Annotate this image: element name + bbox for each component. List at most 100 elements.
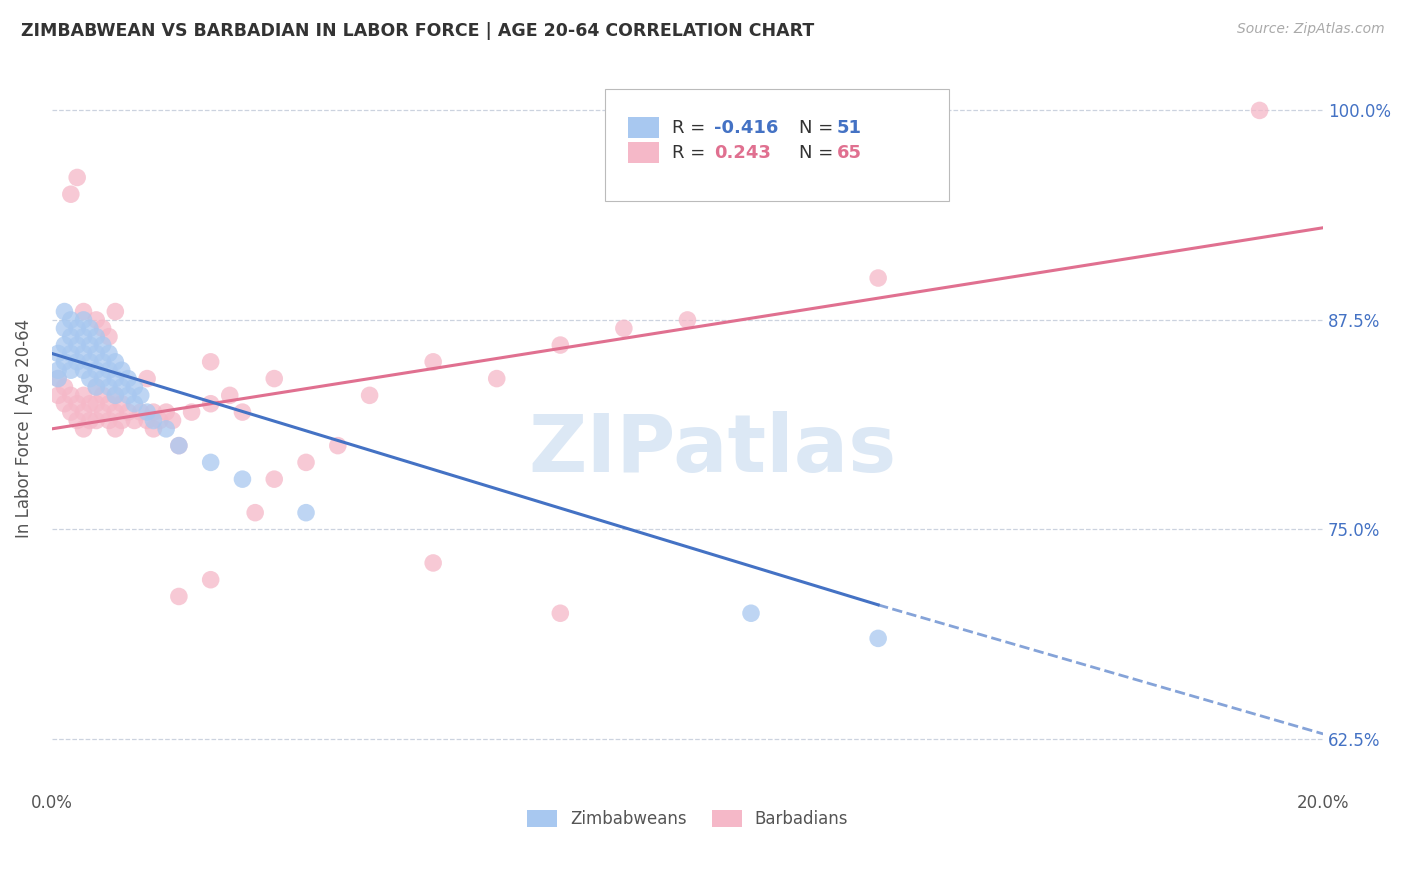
Point [218,388,240,402]
Point [72,346,94,360]
Point [53,380,76,394]
Point [422,556,444,570]
Point [142,405,165,419]
Point [124,380,146,394]
Point [72,329,94,343]
Point [136,405,159,419]
Text: 65: 65 [837,144,862,161]
Point [46,363,69,377]
Point [129,405,152,419]
Point [97,397,120,411]
Point [66,321,89,335]
Point [162,413,184,427]
Point [91,405,114,419]
Point [91,338,114,352]
Point [295,455,318,469]
Point [149,413,172,427]
Text: ZIPatlas: ZIPatlas [529,411,897,490]
Point [167,439,190,453]
Point [180,405,202,419]
Text: N =: N = [799,119,838,136]
Point [326,439,349,453]
Point [740,606,762,620]
Point [124,413,146,427]
Point [117,405,139,419]
Point [91,355,114,369]
Point [676,313,699,327]
Point [53,397,76,411]
Point [111,413,134,427]
Point [136,413,159,427]
Point [79,413,101,427]
Point [79,371,101,385]
Point [66,397,89,411]
Point [59,187,82,202]
Point [97,363,120,377]
Point [46,346,69,360]
Text: R =: R = [672,144,717,161]
Point [46,371,69,385]
Point [46,371,69,385]
Point [485,371,508,385]
Point [359,388,381,402]
Point [200,355,222,369]
Point [200,455,222,469]
Point [91,321,114,335]
Point [263,371,285,385]
Point [66,355,89,369]
Point [124,397,146,411]
Point [104,371,127,385]
Point [53,304,76,318]
Text: 51: 51 [837,119,862,136]
Point [167,590,190,604]
Point [72,422,94,436]
Legend: Zimbabweans, Barbadians: Zimbabweans, Barbadians [520,804,855,835]
Point [66,170,89,185]
Point [72,388,94,402]
Point [111,380,134,394]
Point [72,363,94,377]
Point [167,439,190,453]
Text: ZIMBABWEAN VS BARBADIAN IN LABOR FORCE | AGE 20-64 CORRELATION CHART: ZIMBABWEAN VS BARBADIAN IN LABOR FORCE |… [21,22,814,40]
Y-axis label: In Labor Force | Age 20-64: In Labor Force | Age 20-64 [15,319,32,539]
Point [59,363,82,377]
Point [111,397,134,411]
Point [243,506,266,520]
Point [868,271,890,285]
Point [46,388,69,402]
Point [84,329,107,343]
Point [550,338,572,352]
Point [200,573,222,587]
Point [79,355,101,369]
Point [295,506,318,520]
Point [91,388,114,402]
Point [200,397,222,411]
Point [117,371,139,385]
Point [104,304,127,318]
Point [142,422,165,436]
Point [422,355,444,369]
Point [84,313,107,327]
Point [142,413,165,427]
Point [868,632,890,646]
Point [84,397,107,411]
Text: N =: N = [799,144,838,161]
Point [104,388,127,402]
Point [59,405,82,419]
Point [79,321,101,335]
Point [97,329,120,343]
Point [155,422,177,436]
Point [1249,103,1271,118]
Text: 0.243: 0.243 [714,144,770,161]
Point [84,413,107,427]
Point [97,380,120,394]
Point [59,313,82,327]
Point [66,413,89,427]
Point [59,329,82,343]
Point [231,405,253,419]
Point [84,380,107,394]
Point [59,388,82,402]
Point [231,472,253,486]
Point [104,422,127,436]
Point [117,388,139,402]
